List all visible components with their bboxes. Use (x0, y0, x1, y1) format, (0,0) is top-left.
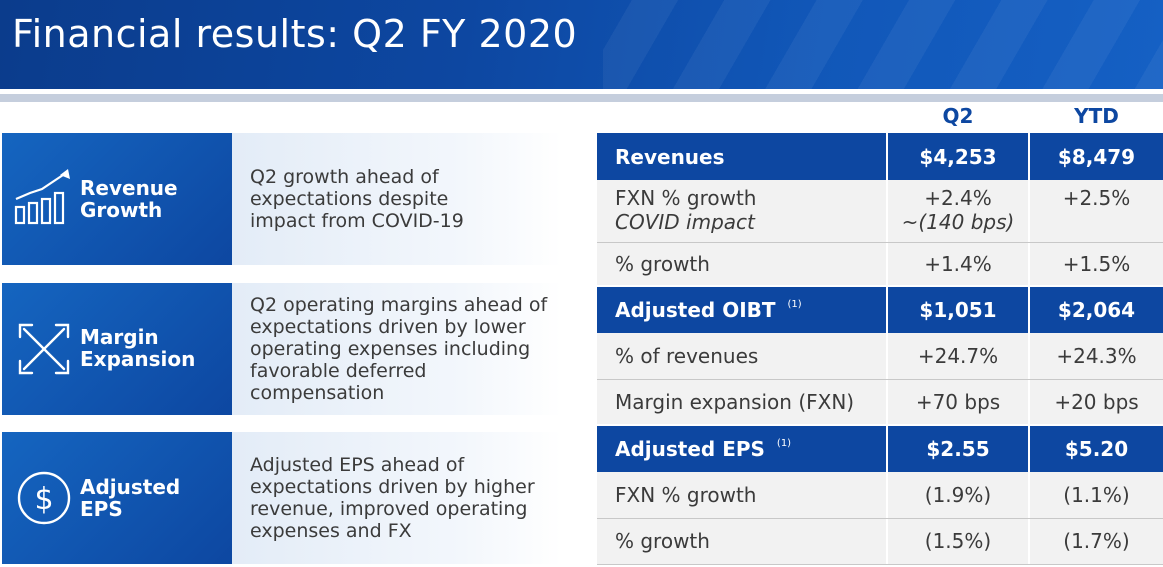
row-label-text: Adjusted EPS (615, 437, 765, 461)
card-adjusted-eps: $ Adjusted EPS Adjusted EPS ahead of exp… (2, 432, 562, 564)
card-tile: Revenue Growth (2, 133, 232, 265)
card-description: Q2 operating margins ahead of expectatio… (232, 283, 562, 415)
table-row-revenues: Revenues $4,253 $8,479 (597, 133, 1163, 180)
table-row-eps-fxn-growth: FXN % growth (1.9%) (1.1%) (597, 472, 1163, 519)
divider (0, 89, 1163, 94)
value-q2: $2.55 (888, 426, 1028, 472)
value-ytd: (1.7%) (1030, 519, 1163, 564)
row-label: % growth (597, 519, 886, 564)
value-q2: (1.5%) (888, 519, 1028, 564)
row-label: % growth (597, 243, 886, 285)
row-label-main: FXN % growth (615, 186, 757, 210)
card-description-text: Q2 growth ahead of expectations despite … (250, 166, 464, 232)
value-q2: +24.7% (888, 333, 1028, 379)
card-description: Adjusted EPS ahead of expectations drive… (232, 432, 562, 564)
footnote-marker: (1) (787, 298, 802, 310)
card-description-text: Q2 operating margins ahead of expectatio… (250, 294, 548, 404)
column-header-ytd: YTD (1074, 104, 1119, 128)
value-q2: (1.9%) (888, 472, 1028, 518)
table-row-eps-growth: % growth (1.5%) (1.7%) (597, 519, 1163, 565)
table-row-fxn-growth: FXN % growth COVID impact +2.4% ~(140 bp… (597, 180, 1163, 243)
row-label: Revenues (597, 133, 886, 180)
value-q2: $1,051 (888, 287, 1028, 333)
row-label: Adjusted EPS (1) (597, 426, 886, 472)
card-label-line1: Adjusted (80, 475, 181, 499)
card-tile: Margin Expansion (2, 283, 232, 415)
expand-arrows-icon (14, 319, 74, 383)
card-margin-expansion: Margin Expansion Q2 operating margins ah… (2, 283, 562, 415)
table-row-margin-expansion: Margin expansion (FXN) +70 bps +20 bps (597, 380, 1163, 424)
table-row-adjusted-eps: Adjusted EPS (1) $2.55 $5.20 (597, 426, 1163, 472)
card-label-line1: Revenue (80, 176, 178, 200)
value-q2-sub: ~(140 bps) (901, 210, 1015, 234)
card-revenue-growth: Revenue Growth Q2 growth ahead of expect… (2, 133, 562, 265)
value-ytd: $2,064 (1030, 287, 1163, 333)
row-label: Margin expansion (FXN) (597, 380, 886, 424)
page-title: Financial results: Q2 FY 2020 (12, 12, 578, 56)
column-header-q2: Q2 (942, 104, 974, 128)
svg-text:$: $ (34, 482, 53, 517)
value-ytd: $8,479 (1030, 133, 1163, 180)
table-row-growth: % growth +1.4% +1.5% (597, 243, 1163, 285)
value-q2-main: +2.4% (924, 186, 992, 210)
dollar-circle-icon: $ (14, 468, 74, 532)
value-ytd: +2.5% (1030, 180, 1163, 242)
value-ytd: +20 bps (1030, 380, 1163, 424)
row-label-text: Adjusted OIBT (615, 298, 776, 322)
row-label: FXN % growth COVID impact (597, 180, 886, 242)
table-row-adjusted-oibt: Adjusted OIBT (1) $1,051 $2,064 (597, 287, 1163, 333)
card-description: Q2 growth ahead of expectations despite … (232, 133, 562, 265)
footnote-marker: (1) (776, 437, 792, 449)
value-ytd: (1.1%) (1030, 472, 1163, 518)
row-label: FXN % growth (597, 472, 886, 518)
title-banner: Financial results: Q2 FY 2020 (0, 0, 1163, 89)
row-label: Adjusted OIBT (1) (597, 287, 886, 333)
card-label-line2: Growth (80, 198, 163, 222)
card-label-line1: Margin (80, 325, 159, 349)
card-tile: $ Adjusted EPS (2, 432, 232, 564)
value-ytd: $5.20 (1030, 426, 1163, 472)
divider-bar (0, 94, 1163, 102)
banner-decoration (603, 0, 1163, 89)
card-label-line2: Expansion (80, 347, 196, 371)
value-q2: $4,253 (888, 133, 1028, 180)
row-label-sub: COVID impact (615, 210, 755, 234)
value-q2: +2.4% ~(140 bps) (888, 180, 1028, 242)
row-label: % of revenues (597, 333, 886, 379)
value-q2: +1.4% (888, 243, 1028, 285)
growth-bar-chart-icon (14, 167, 74, 231)
card-label-line2: EPS (80, 497, 123, 521)
value-ytd: +24.3% (1030, 333, 1163, 379)
card-description-text: Adjusted EPS ahead of expectations drive… (250, 454, 535, 542)
table-row-pct-revenues: % of revenues +24.7% +24.3% (597, 333, 1163, 380)
value-ytd: +1.5% (1030, 243, 1163, 285)
value-q2: +70 bps (888, 380, 1028, 424)
